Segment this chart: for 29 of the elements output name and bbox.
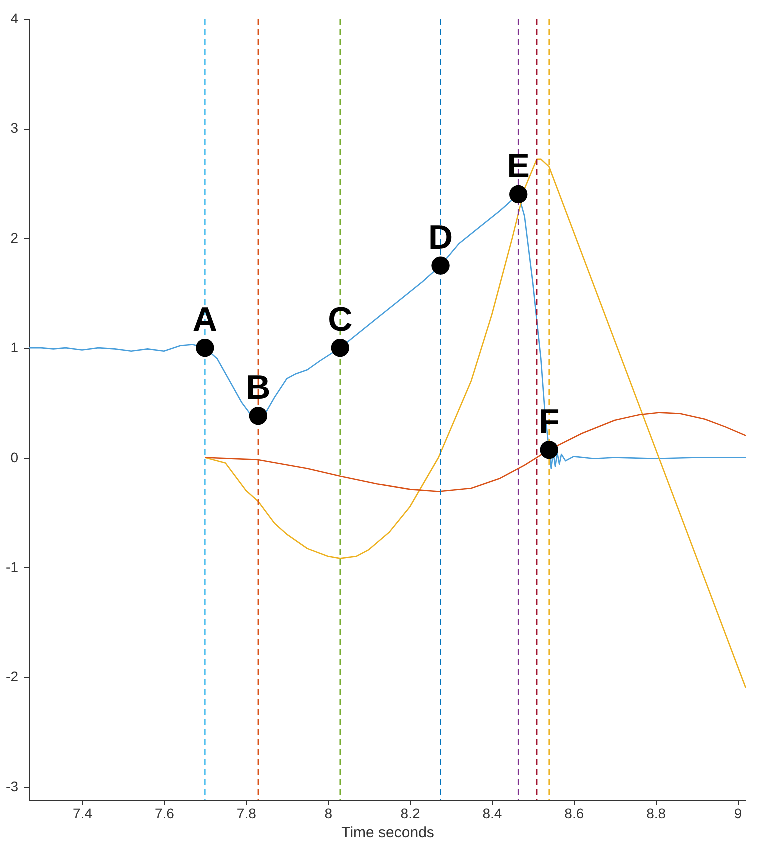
y-tick-label: -3 [6, 778, 19, 794]
annotation: D [428, 218, 454, 257]
annotation: C [328, 301, 353, 340]
point [249, 407, 268, 426]
y-tick-label: 4 [10, 10, 19, 26]
x-tick-label: 8.4 [482, 806, 502, 822]
x-tick-label: 8.2 [400, 806, 420, 822]
x-axis-title: Time seconds [342, 824, 434, 842]
point [331, 339, 350, 358]
annotation: B [246, 369, 271, 408]
annotation: A [192, 301, 218, 340]
y-tick-label: -2 [6, 668, 19, 685]
x-tick-label: 7.4 [73, 806, 93, 822]
y-tick-label: 3 [10, 120, 19, 136]
x-tick-label: 8.6 [564, 806, 584, 822]
x-tick-label: 8.8 [646, 806, 666, 822]
point [510, 185, 528, 204]
y-tick-label: 2 [10, 230, 19, 246]
y-tick-label: 1 [10, 340, 19, 356]
annotation: E [507, 148, 530, 186]
x-tick-label: 9 [734, 806, 742, 822]
y-tick-label: -1 [6, 558, 19, 575]
point [540, 441, 558, 460]
y-tick-label: 0 [10, 449, 19, 466]
x-tick-label: 8 [324, 806, 333, 822]
x-tick-label: 7.8 [236, 806, 257, 822]
point [196, 339, 214, 358]
point [432, 256, 450, 275]
x-tick-label: 7.6 [154, 806, 175, 822]
